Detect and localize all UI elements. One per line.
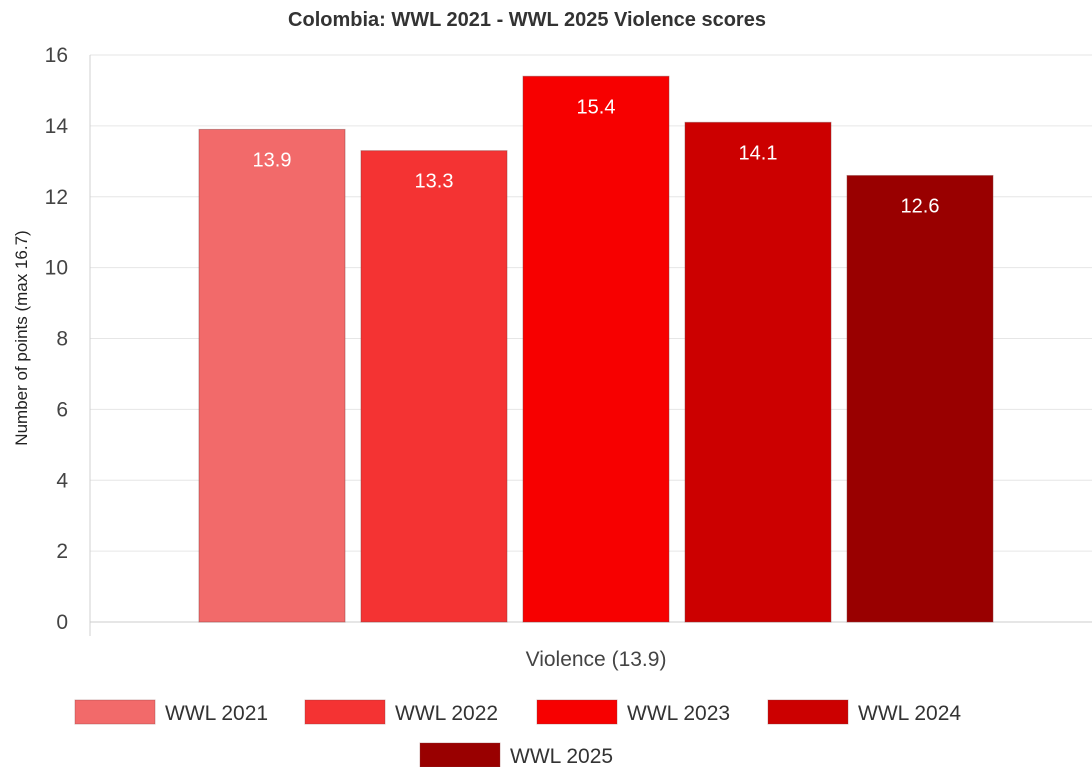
legend-label: WWL 2023 bbox=[627, 702, 730, 725]
legend-swatch bbox=[74, 699, 156, 725]
chart-title: Colombia: WWL 2021 - WWL 2025 Violence s… bbox=[288, 9, 766, 31]
y-tick-label: 16 bbox=[45, 44, 68, 67]
bar-wwl-2024 bbox=[684, 121, 832, 623]
legend-swatch bbox=[304, 699, 386, 725]
bar-wwl-2023 bbox=[522, 75, 670, 623]
legend-item[interactable]: WWL 2021 bbox=[74, 699, 268, 725]
y-tick-label: 10 bbox=[45, 257, 68, 280]
y-axis-ticks: 0 2 4 6 8 10 12 14 16 bbox=[45, 44, 69, 634]
y-axis-title: Number of points (max 16.7) bbox=[12, 230, 31, 445]
legend: WWL 2021 WWL 2022 WWL 2023 WWL 2024 WWL 2025 bbox=[74, 699, 961, 767]
legend-label: WWL 2022 bbox=[395, 702, 498, 725]
legend-swatch bbox=[767, 699, 849, 725]
data-label: 14.1 bbox=[739, 142, 778, 164]
bar-wwl-2022 bbox=[360, 150, 508, 623]
data-label: 12.6 bbox=[901, 195, 940, 217]
data-label: 13.9 bbox=[253, 149, 292, 171]
legend-item[interactable]: WWL 2022 bbox=[304, 699, 498, 725]
y-tick-label: 2 bbox=[56, 540, 68, 563]
y-tick-label: 14 bbox=[45, 115, 69, 138]
data-label: 13.3 bbox=[415, 171, 454, 193]
bar-wwl-2021 bbox=[198, 128, 346, 623]
legend-item[interactable]: WWL 2024 bbox=[767, 699, 961, 725]
bar-wwl-2025 bbox=[846, 174, 994, 623]
y-tick-label: 4 bbox=[56, 469, 68, 492]
legend-label: WWL 2024 bbox=[858, 702, 961, 725]
legend-item[interactable]: WWL 2025 bbox=[419, 742, 613, 767]
bars bbox=[198, 75, 994, 623]
y-tick-label: 8 bbox=[56, 328, 68, 351]
x-category-label: Violence (13.9) bbox=[526, 648, 667, 671]
legend-swatch bbox=[536, 699, 618, 725]
y-tick-label: 12 bbox=[45, 186, 68, 209]
legend-item[interactable]: WWL 2023 bbox=[536, 699, 730, 725]
legend-label: WWL 2021 bbox=[165, 702, 268, 725]
data-labels: 13.9 13.3 15.4 14.1 12.6 bbox=[253, 96, 940, 217]
legend-label: WWL 2025 bbox=[510, 745, 613, 767]
y-tick-label: 6 bbox=[56, 398, 68, 421]
y-tick-label: 0 bbox=[56, 611, 68, 634]
legend-swatch bbox=[419, 742, 501, 767]
data-label: 15.4 bbox=[577, 96, 616, 118]
